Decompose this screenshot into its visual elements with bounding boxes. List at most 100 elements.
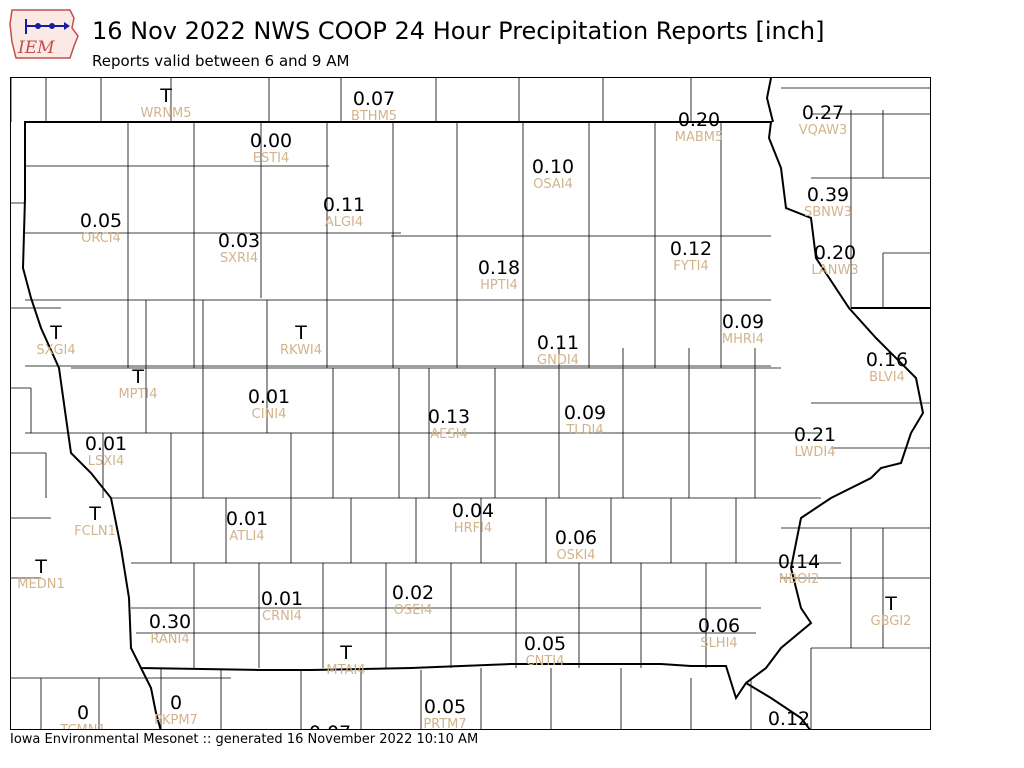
station-id: CNTI4 <box>525 654 565 669</box>
station-id: LSXI4 <box>87 454 125 469</box>
station-marker: 0.11 ALGI4 <box>294 195 394 230</box>
precip-value: 0.00 <box>249 130 293 152</box>
precip-value: 0.01 <box>260 588 304 610</box>
precip-value: 0.30 <box>148 611 192 633</box>
station-id: NBOI2 <box>778 572 820 587</box>
station-id: MABM5 <box>674 130 724 145</box>
station-marker: 0.05 PRTM7 <box>395 696 495 730</box>
precip-value: 0.11 <box>322 194 366 216</box>
station-id: FYTI4 <box>673 259 709 274</box>
station-marker: 0.03 SXRI4 <box>189 231 289 266</box>
station-id: PKPM7 <box>154 713 198 728</box>
precip-value: 0.07 <box>352 88 396 110</box>
station-id: CINI4 <box>251 407 287 422</box>
station-marker: T MTAI4 <box>296 643 396 678</box>
county-boundaries <box>11 78 930 729</box>
station-marker: 0.06 OSKI4 <box>526 528 626 563</box>
station-marker: T WRNM5 <box>116 86 216 121</box>
station-id: RANI4 <box>150 632 190 647</box>
station-marker: T RKWI4 <box>251 323 351 358</box>
precip-value: 0.10 <box>531 156 575 178</box>
station-marker: 0.39 SBNW3 <box>778 185 878 220</box>
station-marker: 0.20 LANW3 <box>785 243 885 278</box>
station-id: LWDI4 <box>794 445 836 460</box>
precip-value: 0.05 <box>79 210 123 232</box>
precip-value: 0.21 <box>793 424 837 446</box>
station-id: CRNI4 <box>262 609 302 624</box>
precip-value: 0.06 <box>697 615 741 637</box>
station-id: MPTI4 <box>118 387 158 402</box>
precip-value: T <box>35 556 47 578</box>
station-marker: 0.09 TLDI4 <box>535 403 635 438</box>
station-marker: 0.30 RANI4 <box>120 612 220 647</box>
station-id: ESTI4 <box>252 151 290 166</box>
station-marker: 0.05 ORCI4 <box>51 211 151 246</box>
station-marker: T GBGI2 <box>841 593 930 629</box>
station-id: SBNW3 <box>803 205 853 220</box>
station-id: MHRI4 <box>721 332 765 347</box>
precip-value: 0.27 <box>801 102 845 124</box>
station-marker: 0.27 VQAW3 <box>773 103 873 138</box>
station-marker: 0.20 MABM5 <box>649 110 749 145</box>
precip-value: 0.01 <box>247 386 291 408</box>
station-id: RKWI4 <box>279 343 323 358</box>
precip-value: 0.05 <box>423 696 467 718</box>
station-id: BLVI4 <box>869 370 905 385</box>
station-id: GNDI4 <box>537 353 579 368</box>
precip-value: T <box>885 593 897 615</box>
page-subtitle: Reports valid between 6 and 9 AM <box>92 52 350 70</box>
station-id: SXGI4 <box>36 343 76 358</box>
station-marker: 0 PKPM7 <box>126 693 226 728</box>
station-marker: 0.07 BTHM5 <box>324 89 424 124</box>
precip-value: 0.20 <box>813 242 857 264</box>
page-title: 16 Nov 2022 NWS COOP 24 Hour Precipitati… <box>92 17 825 45</box>
station-id: GBGI2 <box>870 614 912 629</box>
station-id: OSKI4 <box>556 548 596 563</box>
station-id: SXRI4 <box>219 251 259 266</box>
station-marker: 0.21 LWDI4 <box>765 425 865 460</box>
station-id: PRTM7 <box>423 717 467 730</box>
station-marker: 0.11 GNDI4 <box>508 333 608 368</box>
station-marker: 0.18 HPTI4 <box>449 258 549 293</box>
station-marker: 0.01 CRNI4 <box>232 589 332 624</box>
precip-value: 0.13 <box>427 406 471 428</box>
station-id: BTHM5 <box>350 109 398 124</box>
precip-value: 0.18 <box>477 257 521 279</box>
station-marker: T FCLN1 <box>45 504 145 539</box>
precip-value: 0.39 <box>806 184 850 206</box>
footer-credit: Iowa Environmental Mesonet :: generated … <box>10 732 479 747</box>
svg-text:IEM: IEM <box>17 38 55 58</box>
station-marker: 0.05 CNTI4 <box>495 634 595 669</box>
station-marker: T MPTI4 <box>88 367 188 402</box>
precip-value: 0 <box>76 702 90 724</box>
station-marker: 0.09 MHRI4 <box>693 312 793 347</box>
station-marker: 0.01 ATLI4 <box>197 509 297 544</box>
precip-value: 0.05 <box>523 633 567 655</box>
station-marker: 0.10 OSAI4 <box>503 157 603 192</box>
station-id: VQAW3 <box>798 123 848 138</box>
station-marker: 0.00 ESTI4 <box>221 131 321 166</box>
station-marker: 0.01 CINI4 <box>219 387 319 422</box>
precip-value: 0.09 <box>721 311 765 333</box>
precip-value: 0.04 <box>451 500 495 522</box>
station-marker: 0.02 OSEI4 <box>363 583 463 618</box>
station-marker: 0.13 AESI4 <box>399 407 499 442</box>
station-marker: T MEDN1 <box>11 556 91 592</box>
precip-value: 0.16 <box>865 349 909 371</box>
station-marker: 0TCMN1 <box>33 702 133 729</box>
station-id: LANW3 <box>811 263 859 278</box>
station-marker: 0.16 BLVI4 <box>837 349 930 385</box>
precip-value: 0.14 <box>777 551 821 573</box>
precip-value: T <box>295 322 307 344</box>
precip-value: 0.03 <box>217 230 261 252</box>
precip-value: 0.20 <box>677 109 721 131</box>
station-id: SLHI4 <box>700 636 738 651</box>
precip-value: 0.09 <box>563 402 607 424</box>
precip-value: 0.11 <box>536 332 580 354</box>
precip-value: 0.01 <box>84 433 128 455</box>
precip-value: T <box>89 503 101 525</box>
station-id: WRNM5 <box>140 106 192 121</box>
precip-value: 0.12 <box>767 708 811 730</box>
station-marker: 0.14 NBOI2 <box>749 552 849 587</box>
station-marker: 0.12BTYI2 <box>739 708 839 730</box>
